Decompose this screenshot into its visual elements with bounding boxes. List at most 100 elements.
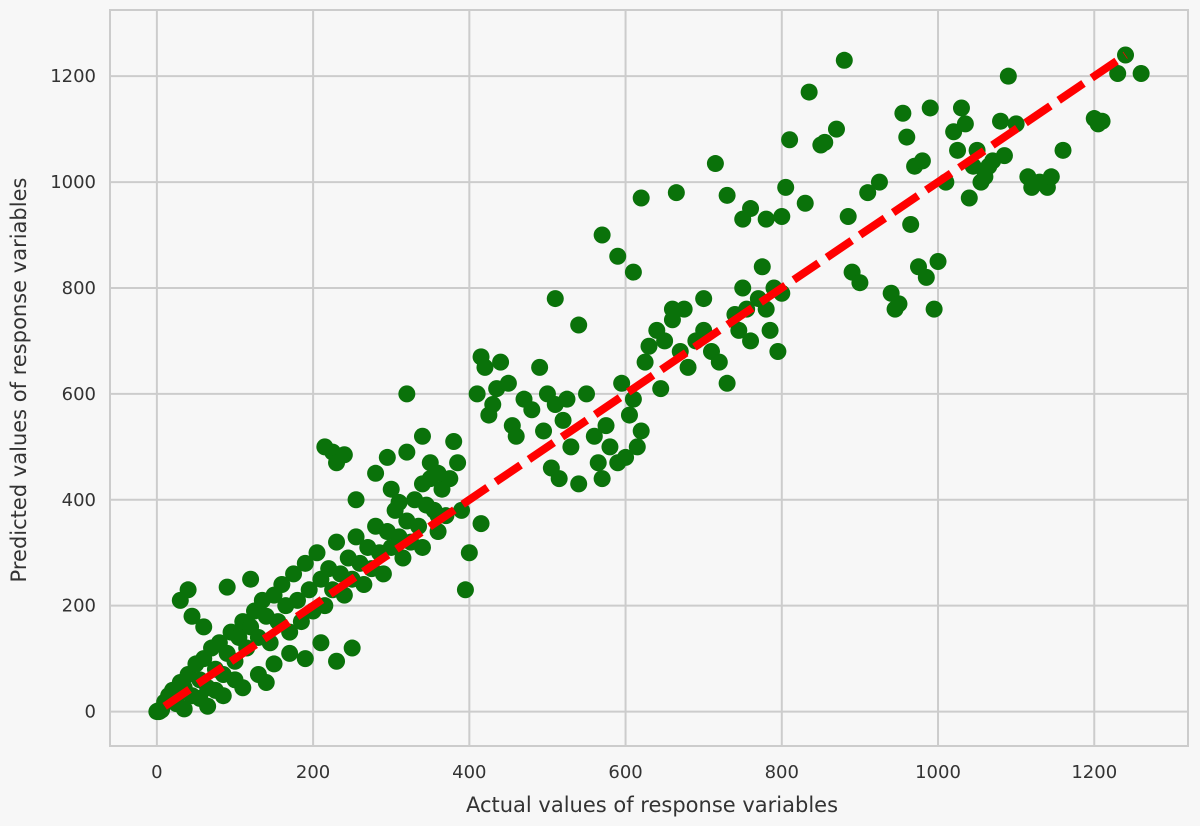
data-point: [242, 570, 260, 588]
data-point: [617, 448, 635, 466]
x-tick-label: 0: [151, 762, 162, 783]
data-point: [835, 51, 853, 69]
data-point: [585, 427, 603, 445]
data-point: [960, 189, 978, 207]
data-point: [769, 343, 787, 361]
data-point: [394, 549, 412, 567]
data-point: [398, 385, 416, 403]
data-point: [952, 99, 970, 117]
data-point: [183, 607, 201, 625]
x-tick-labels: 0 200 400 600 800 1000 1200: [151, 762, 1117, 783]
data-point: [328, 454, 346, 472]
data-point: [613, 374, 631, 392]
data-point: [894, 104, 912, 122]
data-point: [523, 401, 541, 419]
data-point: [410, 517, 428, 535]
data-point: [296, 650, 314, 668]
data-point: [851, 274, 869, 292]
y-tick-labels: 0 200 400 600 800 1000 1200: [50, 66, 96, 722]
data-point: [531, 358, 549, 376]
x-axis-label: Actual values of response variables: [466, 793, 838, 817]
data-point: [460, 544, 478, 562]
data-point: [570, 475, 588, 493]
data-point: [898, 128, 916, 146]
data-point: [656, 332, 674, 350]
y-tick-label: 1000: [50, 172, 96, 193]
data-point: [675, 300, 693, 318]
data-point: [347, 528, 365, 546]
data-point: [890, 295, 908, 313]
data-point: [1117, 46, 1135, 64]
data-point: [902, 215, 920, 233]
data-point: [777, 178, 795, 196]
data-point: [734, 279, 752, 297]
data-point: [554, 411, 572, 429]
x-tick-label: 200: [296, 762, 330, 783]
data-point: [550, 470, 568, 488]
data-point: [679, 358, 697, 376]
y-tick-label: 800: [62, 278, 96, 299]
data-point: [663, 300, 681, 318]
data-point: [578, 385, 596, 403]
data-point: [589, 454, 607, 472]
y-tick-label: 600: [62, 384, 96, 405]
data-point: [718, 186, 736, 204]
data-point: [300, 581, 318, 599]
data-point: [472, 515, 490, 533]
data-point: [535, 422, 553, 440]
data-point: [265, 655, 283, 673]
data-point: [929, 253, 947, 271]
data-point: [742, 200, 760, 218]
y-tick-label: 1200: [50, 66, 96, 87]
data-point: [1109, 65, 1127, 83]
data-point: [949, 141, 967, 159]
data-point: [757, 210, 775, 228]
data-point: [179, 581, 197, 599]
data-point: [995, 147, 1013, 165]
data-point: [695, 290, 713, 308]
data-point: [285, 565, 303, 583]
data-point: [499, 374, 517, 392]
data-point: [870, 173, 888, 191]
data-point: [296, 554, 314, 572]
data-point: [288, 591, 306, 609]
data-point: [214, 687, 232, 705]
data-point: [632, 422, 650, 440]
data-point: [468, 385, 486, 403]
data-point: [640, 337, 658, 355]
data-point: [218, 578, 236, 596]
data-point: [413, 427, 431, 445]
data-point: [730, 321, 748, 339]
data-point: [921, 99, 939, 117]
data-point: [816, 133, 834, 151]
data-point: [492, 353, 510, 371]
data-point: [257, 673, 275, 691]
data-point: [624, 390, 642, 408]
data-point: [281, 644, 299, 662]
data-point: [609, 247, 627, 265]
data-point: [347, 491, 365, 509]
data-point: [507, 427, 525, 445]
data-point: [378, 448, 396, 466]
data-point: [308, 544, 326, 562]
data-point: [562, 438, 580, 456]
data-point: [484, 395, 502, 413]
y-tick-label: 200: [62, 596, 96, 617]
data-point: [546, 290, 564, 308]
x-tick-label: 600: [608, 762, 642, 783]
data-point: [355, 576, 373, 594]
data-point: [367, 464, 385, 482]
y-tick-label: 400: [62, 490, 96, 511]
data-point: [620, 406, 638, 424]
data-point: [796, 194, 814, 212]
data-point: [667, 184, 685, 202]
data-point: [593, 226, 611, 244]
data-point: [913, 152, 931, 170]
data-point: [859, 184, 877, 202]
data-point: [292, 613, 310, 631]
data-point: [570, 316, 588, 334]
data-point: [449, 454, 467, 472]
data-point: [558, 390, 576, 408]
data-point: [652, 380, 670, 398]
data-point: [761, 321, 779, 339]
